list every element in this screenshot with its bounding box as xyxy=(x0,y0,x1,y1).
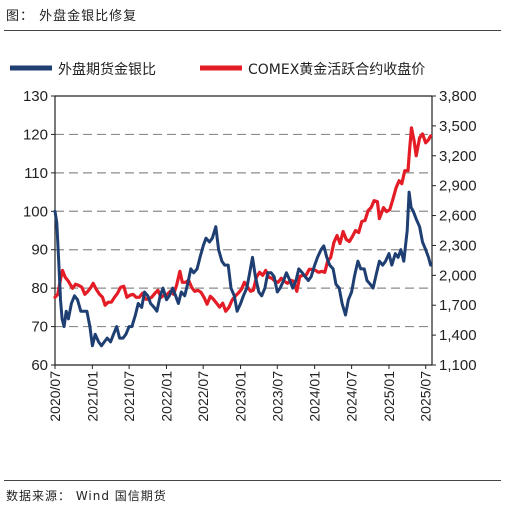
x-tick-label: 2023/07 xyxy=(269,371,285,422)
right-tick-label: 1,400 xyxy=(439,327,477,344)
x-tick-label: 2021/07 xyxy=(121,371,137,422)
source-note: 数据来源： Wind 国信期货 xyxy=(6,489,167,503)
left-tick-label: 120 xyxy=(23,126,48,143)
x-tick-label: 2023/01 xyxy=(233,371,249,422)
left-tick-label: 80 xyxy=(31,280,48,297)
x-tick-label: 2025/07 xyxy=(418,371,434,422)
x-tick-label: 2024/01 xyxy=(307,371,323,422)
left-tick-label: 100 xyxy=(23,203,48,220)
axes xyxy=(51,95,436,369)
series-line-comex-gold xyxy=(53,126,433,313)
right-tick-label: 2,300 xyxy=(439,237,477,254)
x-tick-label: 2022/01 xyxy=(158,371,174,422)
top-rule xyxy=(4,30,501,31)
right-tick-label: 1,100 xyxy=(439,357,477,374)
right-tick-label: 3,200 xyxy=(439,148,477,165)
figure-caption: 图： 外盘金银比修复 xyxy=(6,9,138,24)
legend: 外盘期货金银比 COMEX黄金活跃合约收盘价 xyxy=(10,61,425,78)
left-tick-label: 110 xyxy=(24,165,48,182)
x-tick-label: 2025/01 xyxy=(381,371,397,422)
x-tick-label: 2021/01 xyxy=(84,371,100,422)
right-tick-label: 3,800 xyxy=(439,88,477,105)
legend-label-gold: COMEX黄金活跃合约收盘价 xyxy=(248,61,425,78)
series-line-gold-silver-ratio xyxy=(53,190,433,348)
x-tick-label: 2024/07 xyxy=(344,371,360,422)
legend-label-ratio: 外盘期货金银比 xyxy=(58,61,156,78)
series-lines xyxy=(53,126,433,348)
x-tick-label: 2022/07 xyxy=(195,371,211,422)
left-tick-label: 130 xyxy=(23,88,48,105)
right-tick-label: 2,600 xyxy=(439,208,477,225)
tick-labels: 60 70 80 90 100 110 120 130 1,100 1,400 1,700 2,000… xyxy=(23,88,477,422)
left-tick-label: 60 xyxy=(31,357,48,374)
right-tick-label: 1,700 xyxy=(439,297,477,314)
left-tick-label: 70 xyxy=(31,319,48,336)
bottom-rule xyxy=(4,480,501,481)
left-tick-label: 90 xyxy=(31,242,48,259)
right-tick-label: 2,000 xyxy=(439,267,477,284)
right-tick-label: 3,500 xyxy=(439,118,477,135)
right-tick-label: 2,900 xyxy=(439,178,477,195)
x-tick-label: 2020/07 xyxy=(47,371,63,422)
gold-silver-ratio-chart: 外盘期货金银比 COMEX黄金活跃合约收盘价 60 70 80 90 100 110 120… xyxy=(10,61,477,422)
